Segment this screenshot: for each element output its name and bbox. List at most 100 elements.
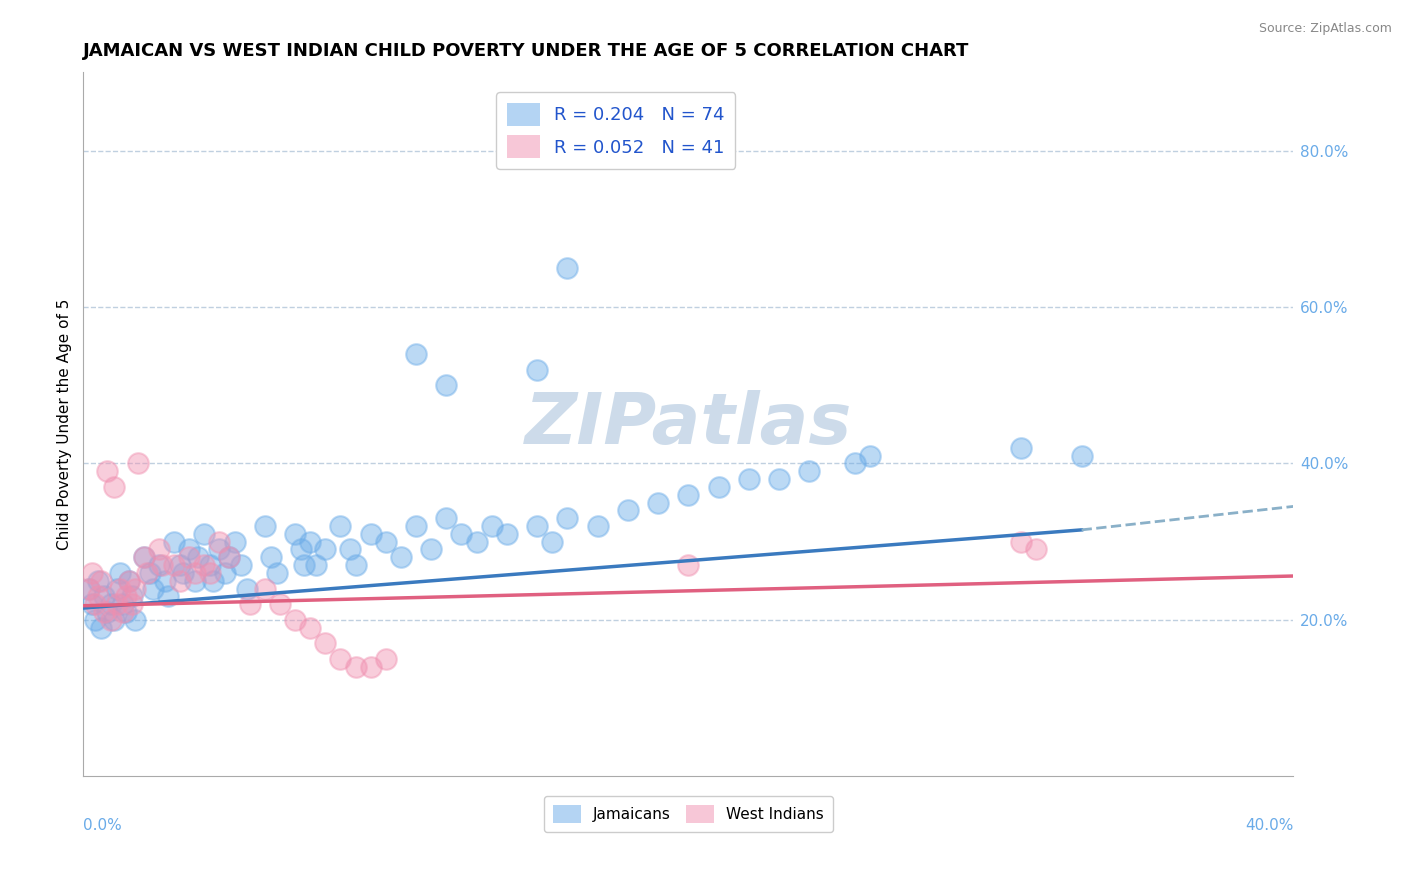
Point <box>344 558 367 572</box>
Point <box>339 542 361 557</box>
Point <box>148 542 170 557</box>
Point <box>420 542 443 557</box>
Point <box>139 566 162 580</box>
Point <box>184 574 207 588</box>
Point <box>768 472 790 486</box>
Point <box>82 597 104 611</box>
Point <box>218 550 240 565</box>
Point <box>434 378 457 392</box>
Point <box>738 472 761 486</box>
Point <box>586 519 609 533</box>
Point <box>284 613 307 627</box>
Point <box>84 613 107 627</box>
Point <box>163 534 186 549</box>
Point <box>374 652 396 666</box>
Point <box>200 558 222 572</box>
Point <box>541 534 564 549</box>
Point <box>239 597 262 611</box>
Text: 40.0%: 40.0% <box>1244 819 1294 833</box>
Point <box>707 480 730 494</box>
Point <box>557 260 579 275</box>
Point <box>202 574 225 588</box>
Point <box>132 550 155 565</box>
Point <box>172 566 194 580</box>
Point <box>105 582 128 596</box>
Point <box>299 621 322 635</box>
Point <box>329 519 352 533</box>
Point <box>260 550 283 565</box>
Point <box>87 574 110 588</box>
Point <box>360 526 382 541</box>
Point <box>93 605 115 619</box>
Point <box>96 464 118 478</box>
Point <box>87 590 110 604</box>
Point <box>647 495 669 509</box>
Point <box>557 511 579 525</box>
Point <box>292 558 315 572</box>
Point <box>360 659 382 673</box>
Point <box>108 566 131 580</box>
Point <box>111 605 134 619</box>
Point <box>253 582 276 596</box>
Point <box>844 457 866 471</box>
Point <box>156 590 179 604</box>
Point <box>314 542 336 557</box>
Point <box>214 566 236 580</box>
Point <box>132 550 155 565</box>
Point <box>193 558 215 572</box>
Point <box>290 542 312 557</box>
Point <box>526 519 548 533</box>
Point <box>405 519 427 533</box>
Point <box>305 558 328 572</box>
Point <box>329 652 352 666</box>
Point <box>1070 449 1092 463</box>
Point <box>434 511 457 525</box>
Point <box>142 582 165 596</box>
Point <box>124 613 146 627</box>
Point <box>374 534 396 549</box>
Point <box>235 582 257 596</box>
Point <box>105 597 128 611</box>
Point <box>208 542 231 557</box>
Point <box>193 526 215 541</box>
Point <box>229 558 252 572</box>
Point <box>617 503 640 517</box>
Point <box>153 574 176 588</box>
Point <box>253 519 276 533</box>
Point <box>79 582 101 596</box>
Point <box>1010 441 1032 455</box>
Point <box>678 558 700 572</box>
Point <box>111 597 134 611</box>
Point <box>163 558 186 572</box>
Text: 0.0%: 0.0% <box>83 819 122 833</box>
Point <box>179 550 201 565</box>
Point <box>150 558 173 572</box>
Point <box>184 566 207 580</box>
Point <box>121 590 143 604</box>
Point <box>495 526 517 541</box>
Text: Source: ZipAtlas.com: Source: ZipAtlas.com <box>1258 22 1392 36</box>
Point <box>859 449 882 463</box>
Point <box>108 582 131 596</box>
Point <box>169 574 191 588</box>
Point <box>103 613 125 627</box>
Point <box>96 605 118 619</box>
Point <box>526 362 548 376</box>
Point <box>314 636 336 650</box>
Point <box>100 613 122 627</box>
Point <box>224 534 246 549</box>
Point <box>124 582 146 596</box>
Point <box>118 574 141 588</box>
Point <box>103 480 125 494</box>
Point <box>481 519 503 533</box>
Point <box>1025 542 1047 557</box>
Point <box>284 526 307 541</box>
Point <box>148 558 170 572</box>
Point <box>90 574 112 588</box>
Point <box>200 566 222 580</box>
Point <box>465 534 488 549</box>
Point <box>389 550 412 565</box>
Legend: Jamaicans, West Indians: Jamaicans, West Indians <box>544 796 832 832</box>
Point <box>127 457 149 471</box>
Point <box>678 488 700 502</box>
